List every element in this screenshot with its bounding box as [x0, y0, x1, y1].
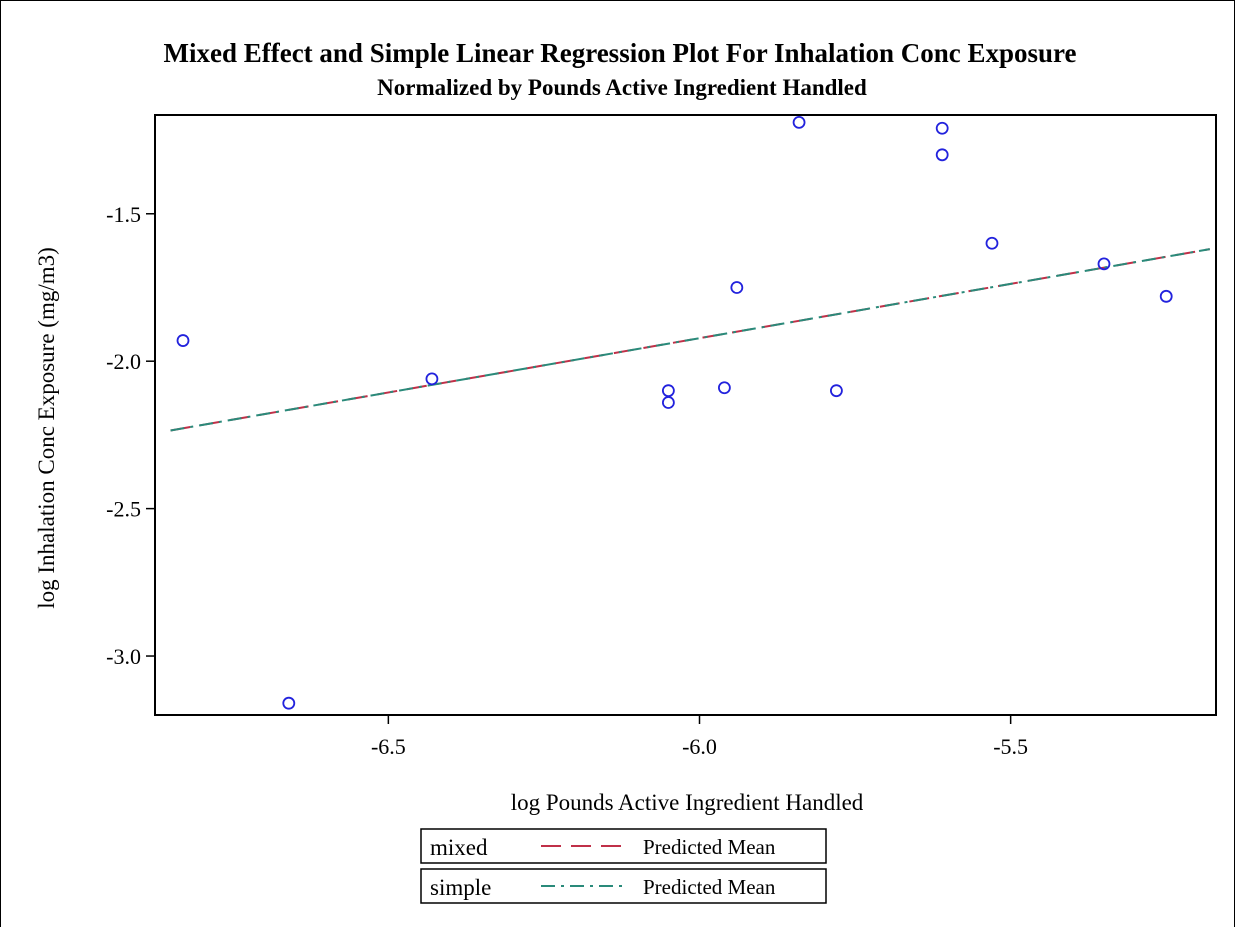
- data-point: [719, 382, 730, 393]
- regression-line-simple: [171, 249, 1210, 430]
- data-point: [831, 385, 842, 396]
- data-point: [178, 335, 189, 346]
- y-tick-label: -1.5: [106, 202, 141, 227]
- x-axis-label: log Pounds Active Ingredient Handled: [511, 790, 864, 815]
- data-point: [283, 698, 294, 709]
- data-point: [937, 123, 948, 134]
- plot-frame: [155, 115, 1216, 715]
- y-tick-label: -3.0: [106, 644, 141, 669]
- y-tick-label: -2.5: [106, 497, 141, 522]
- x-tick-label: -5.5: [993, 734, 1028, 759]
- data-point: [986, 238, 997, 249]
- legend-entry-simple: simple Predicted Mean: [421, 869, 826, 903]
- legend-series-label: Predicted Mean: [643, 875, 776, 899]
- y-axis-label: log Inhalation Conc Exposure (mg/m3): [34, 247, 59, 609]
- plot-area: -6.5 -6.0 -5.5 -3.0 -2.5 -2.0 -1.5: [106, 115, 1235, 759]
- data-point: [663, 397, 674, 408]
- data-point: [731, 282, 742, 293]
- chart-title: Mixed Effect and Simple Linear Regressio…: [163, 38, 1076, 68]
- x-tick-label: -6.0: [682, 734, 717, 759]
- legend-series-label: Predicted Mean: [643, 835, 776, 859]
- legend: mixed Predicted Mean simple Predicted Mean: [421, 829, 826, 903]
- data-point: [794, 117, 805, 128]
- data-point: [426, 373, 437, 384]
- legend-series-name: simple: [430, 875, 491, 900]
- y-tick-label: -2.0: [106, 349, 141, 374]
- legend-entry-mixed: mixed Predicted Mean: [421, 829, 826, 863]
- x-tick-label: -6.5: [371, 734, 406, 759]
- chart-subtitle: Normalized by Pounds Active Ingredient H…: [377, 75, 867, 100]
- data-point: [663, 385, 674, 396]
- legend-series-name: mixed: [430, 835, 488, 860]
- data-point: [937, 149, 948, 160]
- data-point: [1161, 291, 1172, 302]
